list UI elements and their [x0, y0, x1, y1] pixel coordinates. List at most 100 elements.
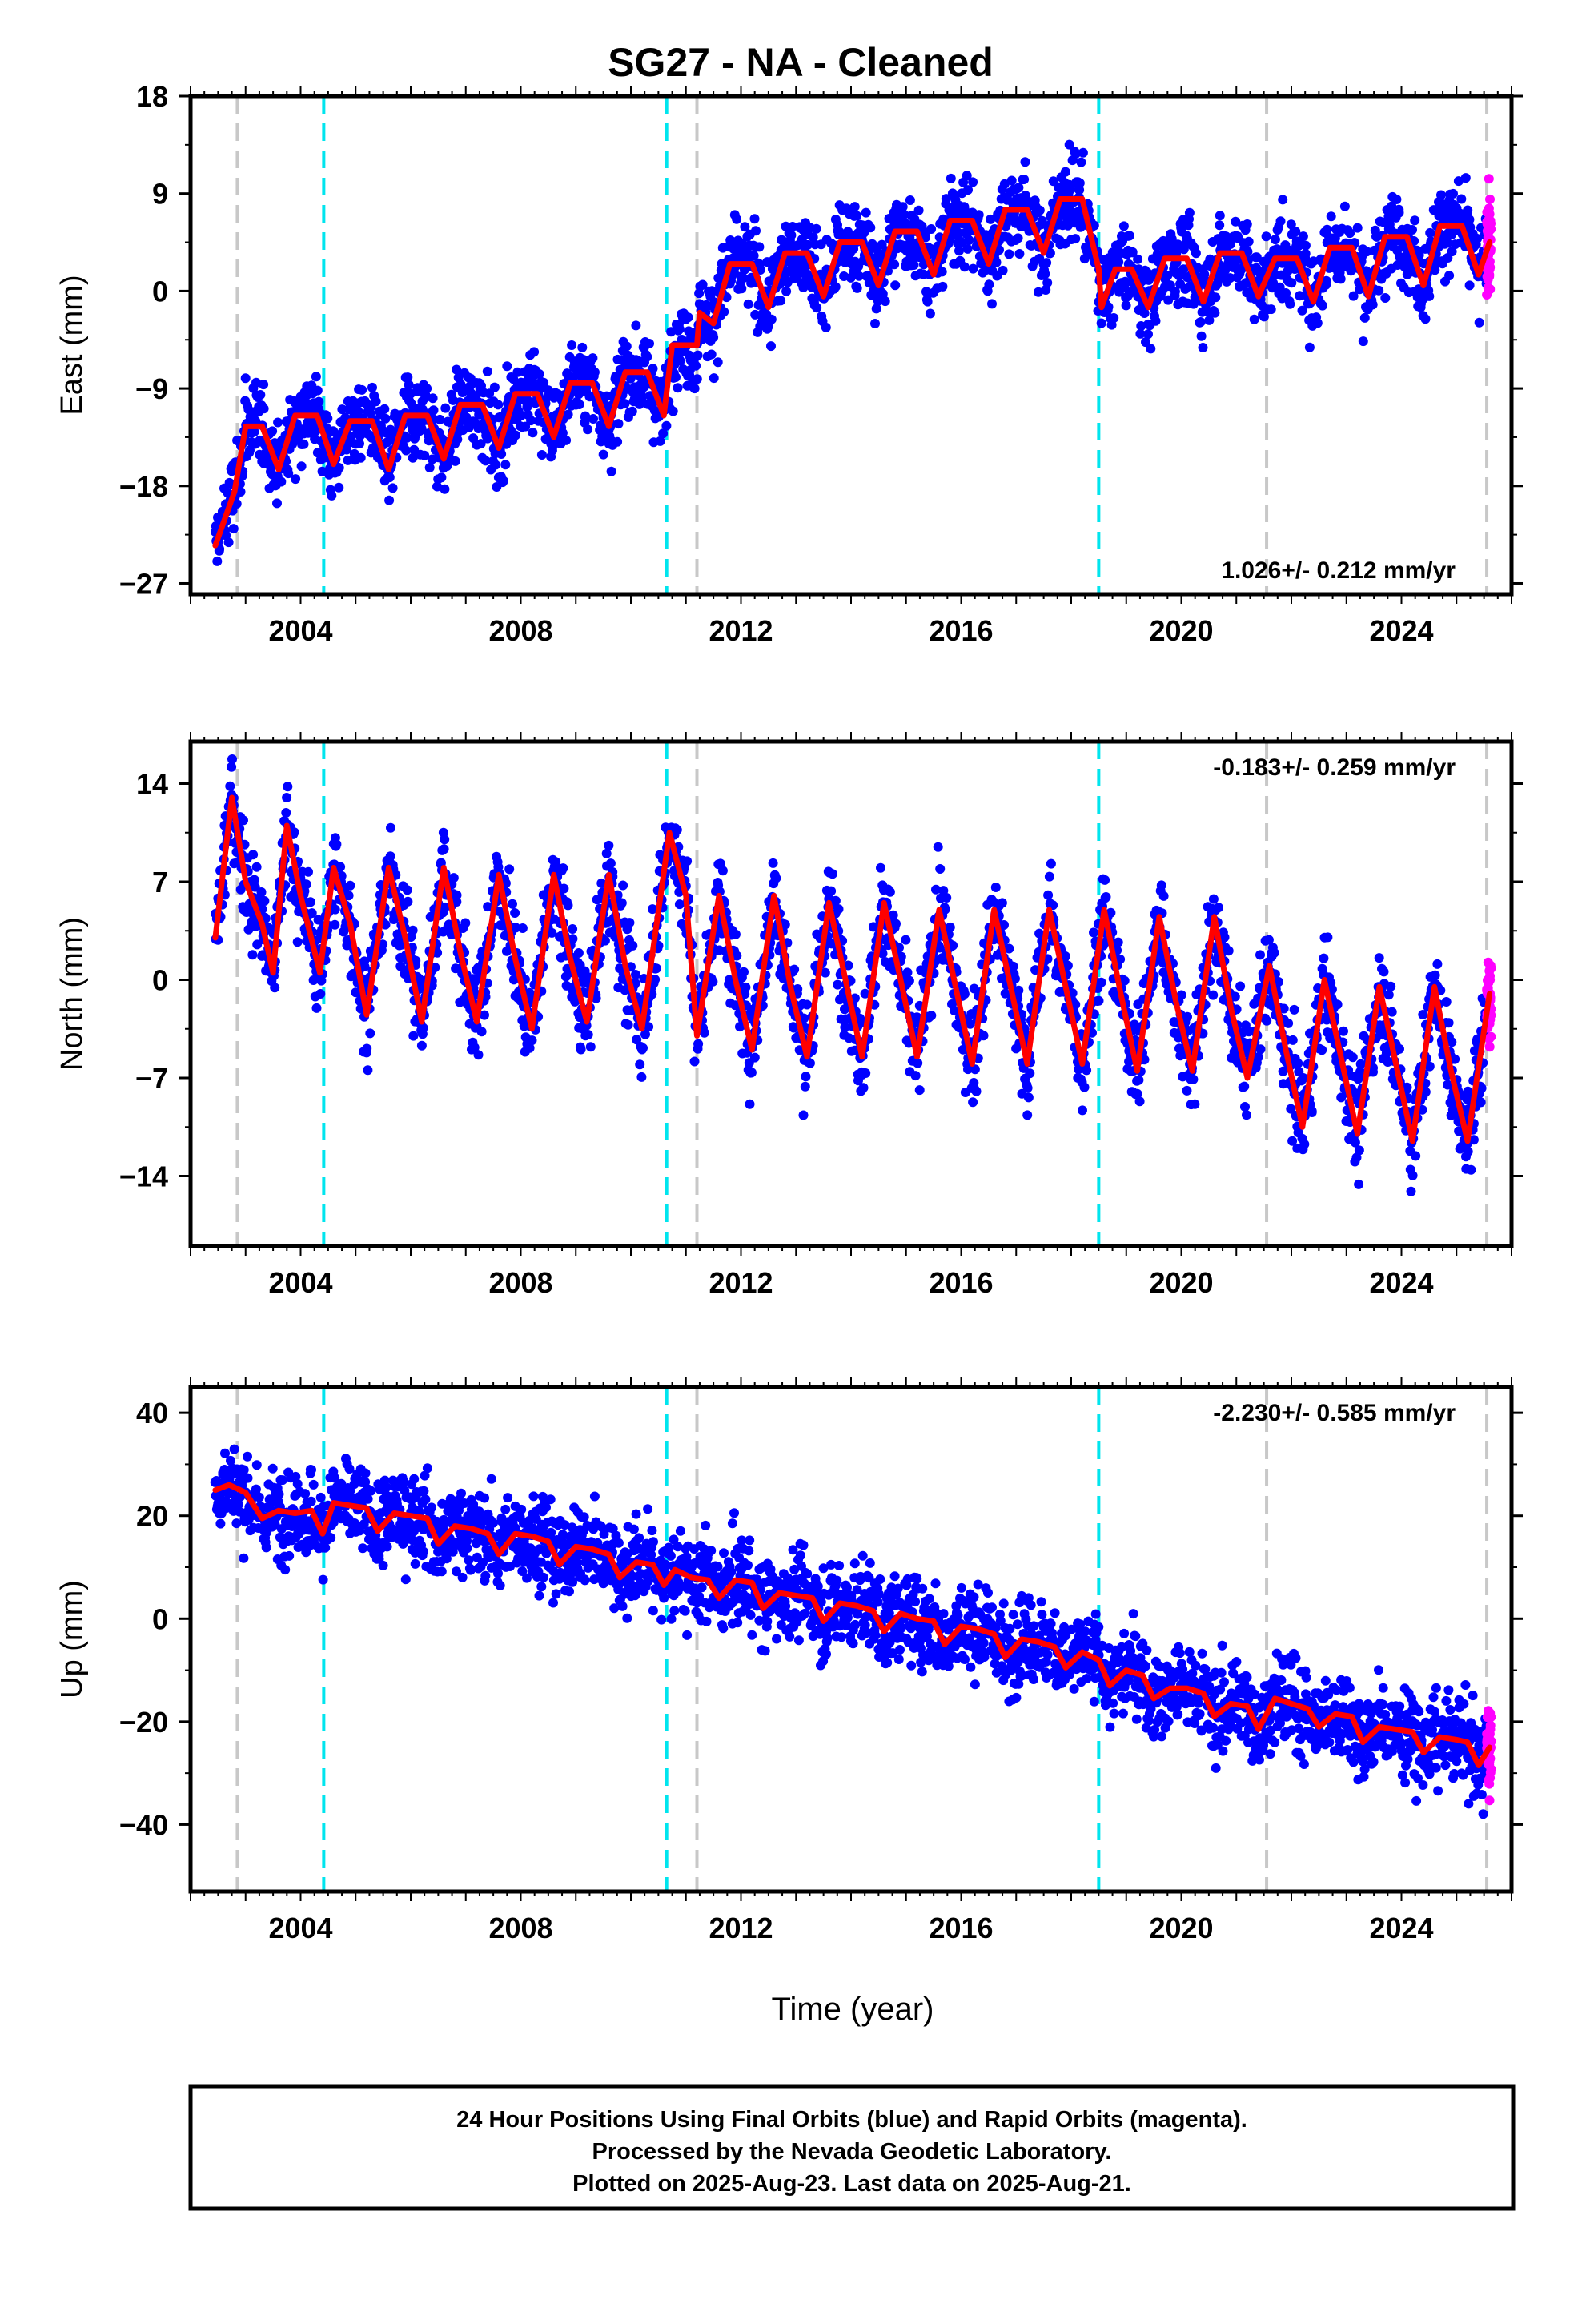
data-point	[517, 923, 528, 933]
data-point	[655, 436, 665, 446]
data-point	[876, 862, 885, 873]
data-point	[424, 463, 435, 472]
data-point	[1008, 961, 1018, 971]
data-point	[1196, 331, 1207, 341]
data-point	[1420, 314, 1431, 324]
data-point	[933, 842, 943, 852]
data-point	[498, 476, 508, 486]
data-point	[601, 391, 612, 401]
data-point	[960, 205, 970, 215]
data-point	[1078, 1105, 1087, 1116]
data-point	[512, 367, 523, 377]
data-point	[1070, 149, 1081, 159]
data-point	[1430, 265, 1440, 275]
data-point	[1219, 932, 1230, 943]
data-point	[668, 406, 678, 416]
data-point	[638, 1043, 648, 1053]
data-point	[1158, 891, 1169, 901]
data-point	[732, 951, 742, 961]
rapid-data-point	[1484, 226, 1494, 236]
data-point	[800, 1081, 810, 1092]
data-point	[367, 382, 377, 392]
data-point	[402, 885, 412, 895]
data-point	[968, 263, 978, 274]
data-point	[1208, 990, 1219, 1000]
data-point	[793, 984, 803, 994]
data-point	[353, 406, 363, 416]
data-point	[811, 223, 821, 234]
data-point	[573, 948, 584, 958]
data-point	[418, 1023, 428, 1033]
east-rapid-orbit-points	[1482, 174, 1496, 300]
data-point	[618, 880, 628, 891]
data-point	[568, 934, 578, 944]
data-point	[658, 428, 669, 439]
data-point	[510, 908, 520, 918]
data-point	[642, 352, 652, 362]
data-point	[674, 324, 685, 334]
data-point	[1184, 207, 1195, 218]
data-point	[480, 456, 491, 466]
data-point	[440, 834, 450, 845]
data-point	[1300, 240, 1311, 251]
data-point	[737, 283, 747, 294]
data-point	[1135, 328, 1146, 339]
data-point	[1010, 974, 1020, 984]
data-point	[223, 537, 234, 548]
data-point	[1115, 954, 1126, 964]
data-point	[970, 1064, 980, 1075]
data-point	[934, 943, 945, 953]
data-point	[1407, 225, 1417, 235]
data-point	[1474, 317, 1484, 328]
data-point	[606, 466, 616, 476]
data-point	[452, 890, 462, 900]
data-point	[708, 976, 718, 987]
data-point	[870, 319, 880, 328]
data-point	[283, 468, 294, 479]
data-point	[612, 436, 623, 447]
data-point	[323, 413, 333, 424]
data-point	[311, 1003, 322, 1013]
x-tick-label: 2024	[1369, 614, 1433, 647]
data-point	[730, 929, 741, 939]
data-point	[1013, 233, 1023, 243]
data-point	[1242, 219, 1252, 229]
data-point	[281, 808, 291, 818]
data-point	[439, 844, 449, 854]
data-point	[1119, 975, 1130, 986]
data-point	[613, 419, 624, 429]
data-point	[435, 414, 445, 424]
data-point	[1208, 894, 1219, 904]
data-point	[299, 439, 309, 449]
page-title: SG27 - NA - Cleaned	[608, 40, 994, 85]
data-point	[624, 918, 635, 928]
data-point	[1204, 315, 1215, 325]
data-point	[1345, 228, 1355, 239]
data-point	[854, 271, 864, 281]
data-point	[799, 1013, 809, 1023]
data-point	[1464, 215, 1475, 225]
data-point	[621, 341, 632, 352]
data-point	[931, 884, 941, 895]
data-point	[1460, 173, 1471, 183]
data-point	[371, 396, 381, 407]
data-point	[528, 428, 538, 438]
data-point	[689, 384, 700, 394]
data-point	[830, 282, 841, 292]
data-point	[335, 862, 346, 872]
data-point	[885, 887, 895, 897]
data-point	[1300, 248, 1311, 259]
data-point	[968, 1097, 978, 1108]
data-point	[766, 314, 777, 324]
data-point	[511, 923, 521, 933]
data-point	[1124, 231, 1134, 241]
data-point	[1304, 342, 1315, 352]
data-point	[693, 1039, 704, 1049]
data-point	[913, 205, 924, 215]
data-point	[1195, 317, 1206, 327]
data-point	[380, 413, 391, 424]
data-point	[1146, 344, 1156, 354]
data-point	[1259, 312, 1269, 322]
data-point	[1060, 951, 1070, 961]
data-point	[359, 962, 370, 971]
